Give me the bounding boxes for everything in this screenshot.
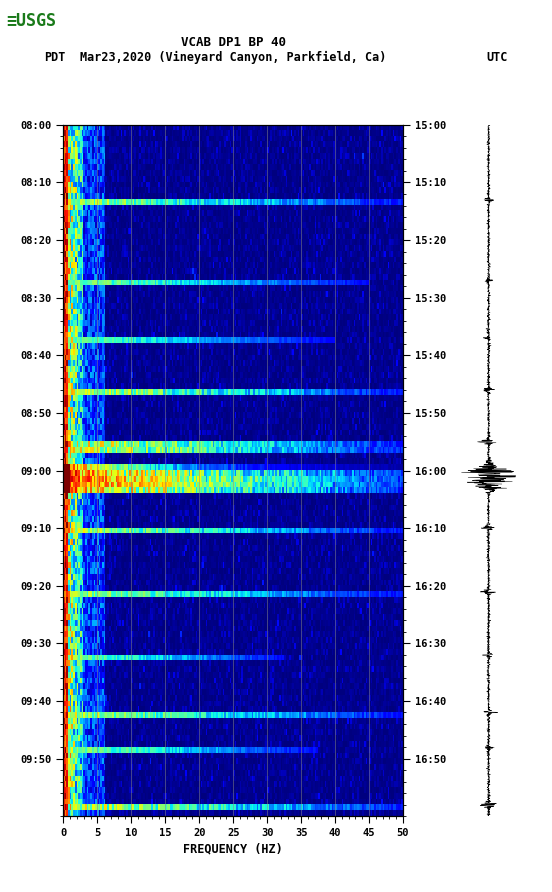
Text: UTC: UTC bbox=[486, 51, 508, 64]
Text: ≡USGS: ≡USGS bbox=[7, 12, 57, 29]
Text: PDT: PDT bbox=[44, 51, 66, 64]
Text: VCAB DP1 BP 40: VCAB DP1 BP 40 bbox=[181, 36, 286, 49]
X-axis label: FREQUENCY (HZ): FREQUENCY (HZ) bbox=[183, 842, 283, 855]
Text: Mar23,2020 (Vineyard Canyon, Parkfield, Ca): Mar23,2020 (Vineyard Canyon, Parkfield, … bbox=[80, 51, 386, 64]
